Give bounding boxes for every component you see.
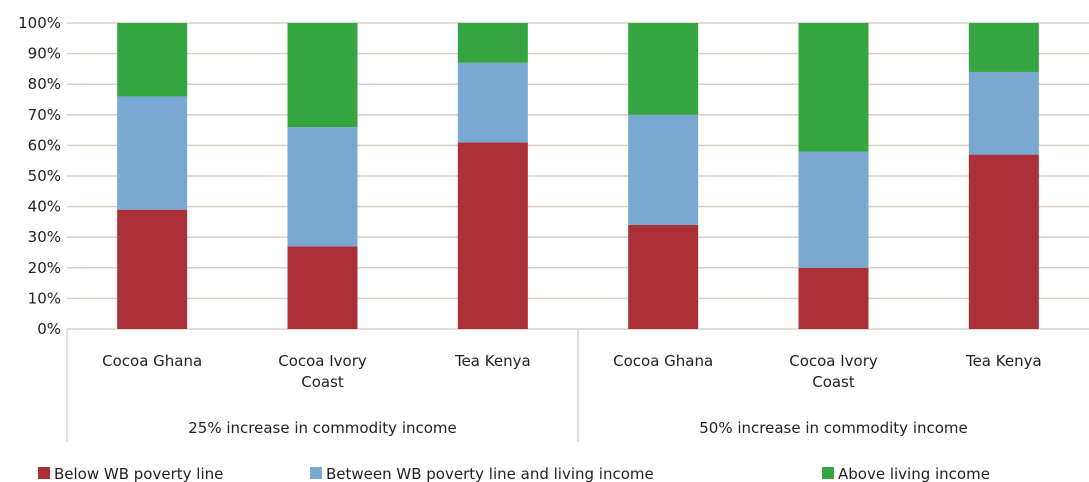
x-category-label: Cocoa Ivory Coast bbox=[789, 352, 878, 391]
y-tick-label: 100% bbox=[18, 14, 61, 32]
bar-segment-3 bbox=[968, 23, 1039, 72]
legend-label: Above living income bbox=[838, 465, 990, 482]
legend-label: Between WB poverty line and living incom… bbox=[326, 465, 654, 482]
bar-segment-3 bbox=[628, 23, 699, 115]
y-tick-label: 10% bbox=[28, 289, 61, 307]
gridlines bbox=[67, 22, 1089, 330]
x-category-label: Tea Kenya bbox=[965, 352, 1042, 370]
bar-segment-3 bbox=[117, 23, 188, 97]
bar-segment-2 bbox=[457, 62, 528, 143]
y-tick-label: 50% bbox=[28, 167, 61, 185]
bar-segment-3 bbox=[457, 23, 528, 63]
legend: Below WB poverty line Between WB poverty … bbox=[38, 465, 990, 482]
bar-segment-3 bbox=[287, 23, 358, 128]
bar-segment-3 bbox=[798, 23, 869, 152]
x-axis: Cocoa Ghana Cocoa Ivory Coast Tea Kenya 25% … bbox=[66, 329, 1042, 442]
legend-label: Below WB poverty line bbox=[54, 465, 223, 482]
bar-segment-2 bbox=[287, 127, 358, 247]
x-category-label: Cocoa Ghana bbox=[613, 352, 713, 370]
y-tick-label: 30% bbox=[28, 228, 61, 246]
legend-swatch bbox=[822, 467, 834, 479]
bar-segment-2 bbox=[798, 151, 869, 268]
x-category-label: Tea Kenya bbox=[454, 352, 531, 370]
bar-segment-2 bbox=[628, 114, 699, 225]
bar-segment-1 bbox=[287, 246, 358, 329]
y-tick-label: 40% bbox=[28, 198, 61, 216]
legend-swatch bbox=[310, 467, 322, 479]
y-tick-label: 20% bbox=[28, 259, 61, 277]
x-group-label: 25% increase in commodity income bbox=[188, 419, 457, 437]
y-axis-tick-labels: 0% 10% 20% 30% 40% 50% 60% 70% 80% 90% 100% bbox=[18, 14, 61, 338]
y-tick-label: 60% bbox=[28, 136, 61, 154]
x-group-label: 50% increase in commodity income bbox=[699, 419, 968, 437]
y-tick-label: 90% bbox=[28, 45, 61, 63]
bar-segment-1 bbox=[117, 209, 188, 329]
bar-segment-1 bbox=[628, 224, 699, 329]
bar-segment-1 bbox=[457, 142, 528, 329]
x-category-label: Cocoa Ivory Coast bbox=[278, 352, 367, 391]
x-category-label: Cocoa Ghana bbox=[102, 352, 202, 370]
y-tick-label: 80% bbox=[28, 75, 61, 93]
bar-segment-2 bbox=[117, 96, 188, 210]
y-tick-label: 70% bbox=[28, 106, 61, 124]
y-tick-label: 0% bbox=[37, 320, 61, 338]
legend-swatch bbox=[38, 467, 50, 479]
bar-segment-1 bbox=[798, 267, 869, 329]
bar-segment-1 bbox=[968, 154, 1039, 329]
bars bbox=[117, 23, 1039, 329]
bar-segment-2 bbox=[968, 71, 1039, 155]
